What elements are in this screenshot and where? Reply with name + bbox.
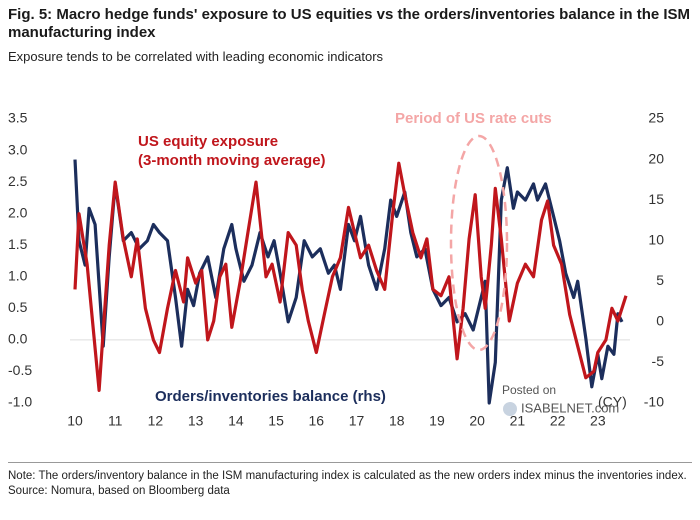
- x-tick-label: 16: [309, 413, 325, 429]
- chart-subtitle: Exposure tends to be correlated with lea…: [8, 49, 384, 64]
- series-annotation: US equity exposure: [138, 133, 278, 150]
- x-tick-label: 18: [389, 413, 405, 429]
- y2-tick-label: 5: [656, 272, 664, 288]
- y-tick-label: 3.5: [8, 110, 28, 126]
- series-annotation: (3-month moving average): [138, 152, 326, 169]
- y-tick-label: -1.0: [8, 394, 32, 410]
- y-tick-label: 1.0: [8, 267, 28, 283]
- x-tick-label: 20: [469, 413, 485, 429]
- x-tick-label: 11: [108, 413, 123, 429]
- period-annotation: Period of US rate cuts: [395, 110, 552, 127]
- y-tick-label: 3.0: [8, 141, 28, 157]
- note: Note: The orders/inventory balance in th…: [8, 470, 687, 482]
- y2-tick-label: 20: [648, 150, 664, 166]
- x-tick-label: 19: [429, 413, 445, 429]
- y-tick-label: 1.5: [8, 236, 28, 252]
- y2-tick-label: 10: [648, 231, 664, 247]
- x-tick-label: 14: [228, 413, 244, 429]
- chart: 23 22 21 20 19 18 17 16 15 14 13 12 11 10 -10 -5 0 5 10 15 2…: [8, 110, 665, 429]
- x-tick-label: 23: [590, 413, 606, 429]
- watermark: Posted on: [502, 383, 556, 397]
- y-tick-label: 2.0: [8, 204, 28, 220]
- watermark-icon: [503, 402, 517, 416]
- y2-tick-label: 0: [656, 313, 664, 329]
- source: Source: Nomura, based on Bloomberg data: [8, 485, 230, 497]
- y2-tick-label: -5: [652, 353, 665, 369]
- x-tick-label: 21: [510, 413, 526, 429]
- x-tick-label: 17: [349, 413, 365, 429]
- y-tick-label: 0.5: [8, 299, 28, 315]
- x-tick-label: 22: [550, 413, 566, 429]
- watermark: ISABELNET.com: [521, 400, 619, 415]
- chart-title: Fig. 5: Macro hedge funds' exposure to U…: [8, 6, 691, 41]
- y-tick-label: 0.0: [8, 331, 28, 347]
- series-line: [73, 161, 628, 392]
- x-tick-label: 13: [188, 413, 204, 429]
- x-unit: (CY): [598, 394, 627, 410]
- rate-cut-ellipse: [449, 134, 509, 352]
- y-tick-label: -0.5: [8, 362, 32, 378]
- x-tick-label: 12: [148, 413, 164, 429]
- x-tick-label: 10: [67, 413, 83, 429]
- series-line: [73, 159, 624, 405]
- footer: Note: The orders/inventory balance in th…: [8, 462, 692, 499]
- x-tick-label: 15: [268, 413, 284, 429]
- y2-tick-label: 25: [648, 110, 664, 126]
- y-tick-label: 2.5: [8, 173, 28, 189]
- y2-tick-label: 15: [648, 191, 664, 207]
- series-annotation: Orders/inventories balance (rhs): [155, 388, 386, 405]
- y2-tick-label: -10: [644, 394, 664, 410]
